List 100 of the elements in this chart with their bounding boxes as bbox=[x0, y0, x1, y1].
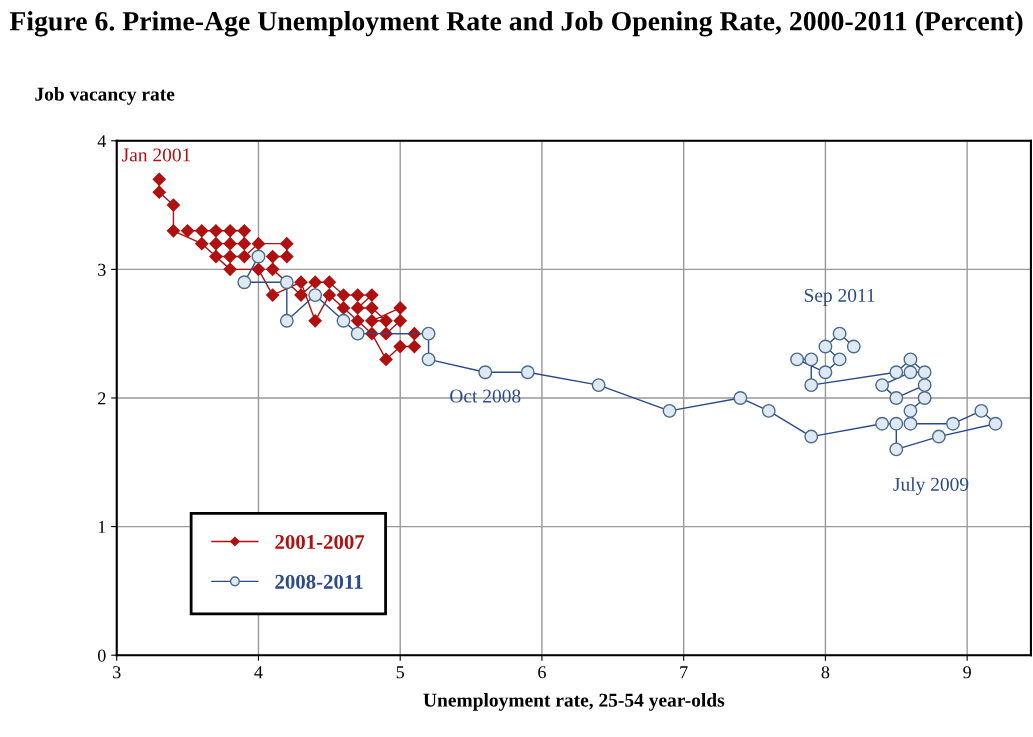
y-tick-label: 3 bbox=[98, 263, 106, 276]
point bbox=[903, 416, 918, 431]
point bbox=[804, 352, 819, 367]
point bbox=[237, 224, 251, 238]
legend-label: 2001-2007 bbox=[275, 534, 365, 549]
point bbox=[379, 314, 393, 328]
point bbox=[336, 288, 351, 302]
point bbox=[237, 249, 251, 264]
point bbox=[351, 301, 365, 315]
annotation: Jan 2001 bbox=[122, 148, 191, 162]
x-tick-label: 9 bbox=[963, 666, 971, 679]
y-tick-label: 4 bbox=[97, 135, 107, 148]
point bbox=[804, 378, 819, 393]
point bbox=[591, 378, 606, 393]
point bbox=[294, 288, 308, 302]
legend-label: 2008-2011 bbox=[275, 574, 363, 589]
point bbox=[917, 378, 932, 393]
point bbox=[988, 416, 1003, 431]
point bbox=[761, 403, 776, 418]
point bbox=[237, 275, 252, 290]
point bbox=[152, 172, 166, 186]
point bbox=[733, 391, 748, 405]
x-axis-title: Unemployment rate, 25-54 year-olds bbox=[423, 693, 725, 711]
point bbox=[903, 403, 918, 418]
point bbox=[308, 288, 323, 303]
point bbox=[832, 352, 847, 367]
point bbox=[209, 249, 223, 264]
point bbox=[421, 326, 436, 341]
point bbox=[946, 416, 960, 431]
y-tick-label: 1 bbox=[98, 520, 106, 533]
point bbox=[209, 224, 223, 238]
point bbox=[322, 275, 336, 289]
point bbox=[365, 301, 379, 315]
point bbox=[393, 301, 407, 315]
point bbox=[223, 262, 237, 276]
point bbox=[279, 313, 294, 328]
y-tick-label: 0 bbox=[97, 649, 106, 662]
point bbox=[790, 352, 805, 367]
point bbox=[223, 249, 237, 264]
point bbox=[223, 237, 237, 251]
point bbox=[889, 416, 904, 431]
point bbox=[251, 249, 266, 264]
x-tick-label: 7 bbox=[680, 666, 688, 679]
point bbox=[407, 339, 421, 354]
point bbox=[889, 365, 904, 380]
point bbox=[351, 288, 365, 302]
point bbox=[152, 185, 166, 199]
point bbox=[294, 275, 308, 289]
point bbox=[308, 275, 322, 289]
point bbox=[308, 314, 322, 328]
point bbox=[832, 326, 847, 341]
x-tick-label: 3 bbox=[113, 666, 121, 679]
point bbox=[846, 339, 861, 354]
x-tick-label: 4 bbox=[254, 666, 263, 679]
point bbox=[336, 313, 351, 328]
point bbox=[875, 378, 890, 393]
x-tick-label: 8 bbox=[821, 666, 830, 679]
point bbox=[166, 224, 181, 238]
y-tick-label: 2 bbox=[98, 392, 106, 405]
point bbox=[393, 314, 407, 328]
point bbox=[520, 365, 535, 380]
point bbox=[917, 391, 932, 405]
point bbox=[280, 249, 294, 264]
x-tick-label: 6 bbox=[538, 666, 546, 679]
point bbox=[266, 288, 280, 302]
annotation: July 2009 bbox=[893, 477, 969, 495]
point bbox=[251, 237, 266, 251]
annotation: Sep 2011 bbox=[804, 288, 875, 306]
point bbox=[351, 314, 365, 328]
point bbox=[195, 224, 209, 238]
point bbox=[223, 224, 237, 238]
point bbox=[478, 365, 493, 380]
point bbox=[251, 262, 266, 276]
point bbox=[336, 301, 351, 315]
point bbox=[379, 352, 393, 366]
point bbox=[365, 288, 379, 302]
point bbox=[974, 403, 989, 418]
point bbox=[266, 262, 280, 276]
point bbox=[818, 339, 833, 354]
point bbox=[181, 224, 195, 238]
point bbox=[266, 249, 280, 264]
point bbox=[818, 365, 833, 380]
point bbox=[166, 198, 181, 212]
point bbox=[280, 237, 294, 251]
point bbox=[903, 352, 918, 367]
point bbox=[365, 314, 379, 328]
point bbox=[393, 339, 407, 354]
point bbox=[421, 352, 436, 367]
point bbox=[322, 288, 336, 302]
point bbox=[350, 326, 365, 341]
point bbox=[931, 429, 946, 444]
point bbox=[917, 365, 932, 380]
point bbox=[875, 416, 890, 431]
point bbox=[889, 391, 904, 405]
x-tick-label: 5 bbox=[396, 666, 405, 679]
point bbox=[209, 237, 223, 251]
point bbox=[237, 237, 251, 251]
annotation: Oct 2008 bbox=[450, 389, 521, 403]
point bbox=[195, 237, 209, 251]
point bbox=[279, 275, 294, 290]
